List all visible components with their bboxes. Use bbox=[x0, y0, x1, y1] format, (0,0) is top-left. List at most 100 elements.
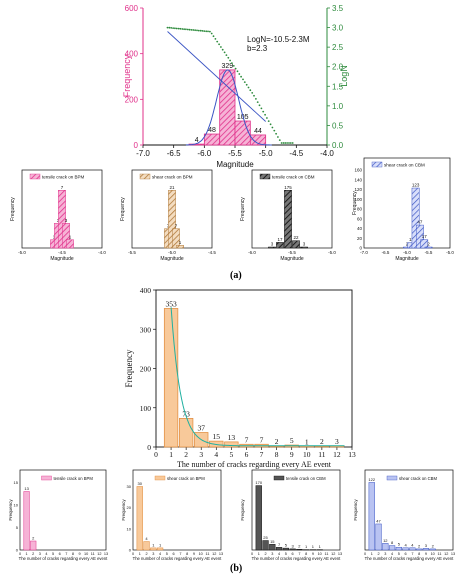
a-3-bar-label: 17 bbox=[277, 237, 283, 242]
b-2-bar-label: 1 bbox=[159, 542, 162, 547]
a-main-logn-point bbox=[225, 54, 228, 56]
b-2-x-tick-label: 12 bbox=[212, 552, 216, 556]
b-4-bar-label: 12 bbox=[383, 538, 388, 543]
a-main-logn-point bbox=[236, 70, 239, 73]
b-1-frame bbox=[19, 469, 107, 551]
a-main-logn-point bbox=[271, 126, 274, 129]
a-2-x-tick-label: -4.5 bbox=[208, 250, 216, 255]
b-1-bar bbox=[30, 540, 37, 551]
a-main-logn-point bbox=[243, 81, 246, 83]
b-4-bar bbox=[388, 545, 396, 551]
a-main-logn-point bbox=[197, 29, 200, 32]
b-4-bar bbox=[409, 547, 416, 551]
b-main-x-tick-label: 4 bbox=[214, 450, 218, 459]
b-3-bar-label: 1 bbox=[319, 544, 322, 549]
a-main-x-tick-label: -5.5 bbox=[228, 149, 242, 158]
a-4-bar bbox=[415, 224, 424, 249]
b-4-x-tick-label: 12 bbox=[444, 552, 448, 556]
a-3-bar bbox=[300, 246, 308, 249]
b-main-y-tick-label: 200 bbox=[140, 365, 152, 374]
a-main-logn-point bbox=[179, 27, 182, 30]
a-main-logn-point bbox=[207, 30, 209, 33]
b-3-bar-label: 2 bbox=[298, 544, 301, 549]
a-main-logn-point bbox=[175, 27, 178, 30]
b-main-bar-label: 2 bbox=[320, 437, 324, 446]
b-main-bar-label: 1 bbox=[305, 438, 309, 447]
b-1-y-tick-label: 15 bbox=[14, 480, 19, 485]
a-main-logn-point bbox=[205, 30, 208, 33]
a-4-y-tick-label: 20 bbox=[357, 236, 363, 241]
a-4-x-label: Magnitude bbox=[395, 256, 419, 262]
a-main-x-tick-label: -4.0 bbox=[320, 149, 334, 158]
a-main-logn-point bbox=[203, 30, 206, 32]
a-4-y-tick-label: 160 bbox=[354, 168, 362, 173]
b-1-y-label: Frequency bbox=[8, 499, 13, 521]
a-2-legend-label: shear crack on BPM bbox=[152, 175, 193, 180]
a-1-bar-label: 3 bbox=[65, 218, 68, 223]
b-3-bar-label: 170 bbox=[255, 480, 262, 485]
a-main-logn-point bbox=[242, 78, 244, 81]
a-main-y-tick-label: 200 bbox=[125, 95, 139, 104]
panel-label-a: (a) bbox=[230, 270, 242, 281]
a-main-logn-point bbox=[174, 27, 176, 30]
b-main-bar-label: 2 bbox=[275, 437, 279, 446]
b-1-x-tick-label: 10 bbox=[84, 552, 88, 556]
a-main-y-tick-label: 600 bbox=[125, 4, 139, 13]
a-main-logn-point bbox=[210, 32, 213, 35]
b-1-y-tick-label: 0 bbox=[16, 548, 19, 553]
a-1-bar bbox=[62, 223, 70, 249]
b-3-x-tick-label: 10 bbox=[318, 552, 322, 556]
b-main-bar-label: 5 bbox=[290, 436, 294, 445]
b-2-bar bbox=[156, 547, 164, 551]
a-4-y-tick-label: 40 bbox=[357, 226, 363, 231]
a-main-logn-point bbox=[282, 142, 285, 144]
a-3-bar bbox=[268, 246, 276, 249]
a-4-x-tick-label: -5.0 bbox=[446, 250, 454, 255]
b-3-bar bbox=[255, 485, 262, 551]
b-3-bar bbox=[296, 548, 303, 551]
a-main-y-tick-label: 400 bbox=[125, 50, 139, 59]
a-2-bar bbox=[168, 190, 176, 249]
b-main-bar-label: 7 bbox=[260, 435, 264, 444]
a-main-logn-point bbox=[251, 92, 254, 94]
b-main-y-tick-label: 300 bbox=[140, 325, 152, 334]
b-4-bar-label: 8 bbox=[391, 540, 394, 545]
a-1-x-tick-label: -4.5 bbox=[58, 250, 66, 255]
b-4-frame bbox=[364, 469, 454, 551]
a-main-logn-point bbox=[220, 46, 222, 48]
a-3-bar bbox=[292, 240, 300, 249]
a-3-x-label: Magnitude bbox=[280, 256, 304, 262]
a-main-logn-point bbox=[199, 29, 202, 32]
a-1-bar-label: 7 bbox=[61, 185, 64, 190]
a-4-bar-label: 2 bbox=[406, 242, 409, 247]
a-2-x-tick-label: -5.5 bbox=[128, 250, 136, 255]
b-3-x-tick-label: 9 bbox=[312, 552, 314, 556]
b-4-bar bbox=[402, 547, 409, 551]
b-4-x-tick-label: 2 bbox=[377, 552, 379, 556]
b-1-x-tick-label: 12 bbox=[97, 552, 101, 556]
b-main-x-tick-label: 10 bbox=[303, 450, 311, 459]
b-main-x-tick-label: 13 bbox=[348, 450, 356, 459]
a-main-x-tick-label: -7.0 bbox=[136, 149, 150, 158]
b-4-bar-label: 2 bbox=[432, 543, 435, 548]
b-1-x-tick-label: 6 bbox=[59, 552, 61, 556]
a-2-y-label: Frequency bbox=[120, 197, 126, 221]
b-3-y-label: Frequency bbox=[240, 499, 245, 521]
b-1-legend-label: tensile crack on BPM bbox=[54, 476, 94, 481]
a-3-legend-swatch bbox=[259, 173, 271, 180]
a-main-logn-point bbox=[229, 59, 232, 62]
b-4-bar bbox=[375, 523, 382, 551]
a-3-bar-label: 3 bbox=[271, 242, 274, 247]
a-main-y2-tick-label: 0.5 bbox=[332, 121, 344, 130]
b-2-x-tick-label: 2 bbox=[145, 552, 147, 556]
a-4-x-tick-label: -5.5 bbox=[425, 250, 433, 255]
a-main-logn-point bbox=[256, 101, 259, 103]
b-main-fit-curve bbox=[170, 307, 345, 447]
b-1-y-tick-label: 5 bbox=[16, 525, 19, 530]
a-3-bar bbox=[284, 190, 292, 249]
b-main-x-tick-label: 3 bbox=[199, 450, 203, 459]
a-main-y2-tick-label: 3.5 bbox=[332, 4, 344, 13]
a-1-x-tick-label: -4.0 bbox=[98, 250, 106, 255]
a-main-logn-point bbox=[188, 28, 191, 31]
b-3-bar-label: 3 bbox=[291, 543, 294, 548]
